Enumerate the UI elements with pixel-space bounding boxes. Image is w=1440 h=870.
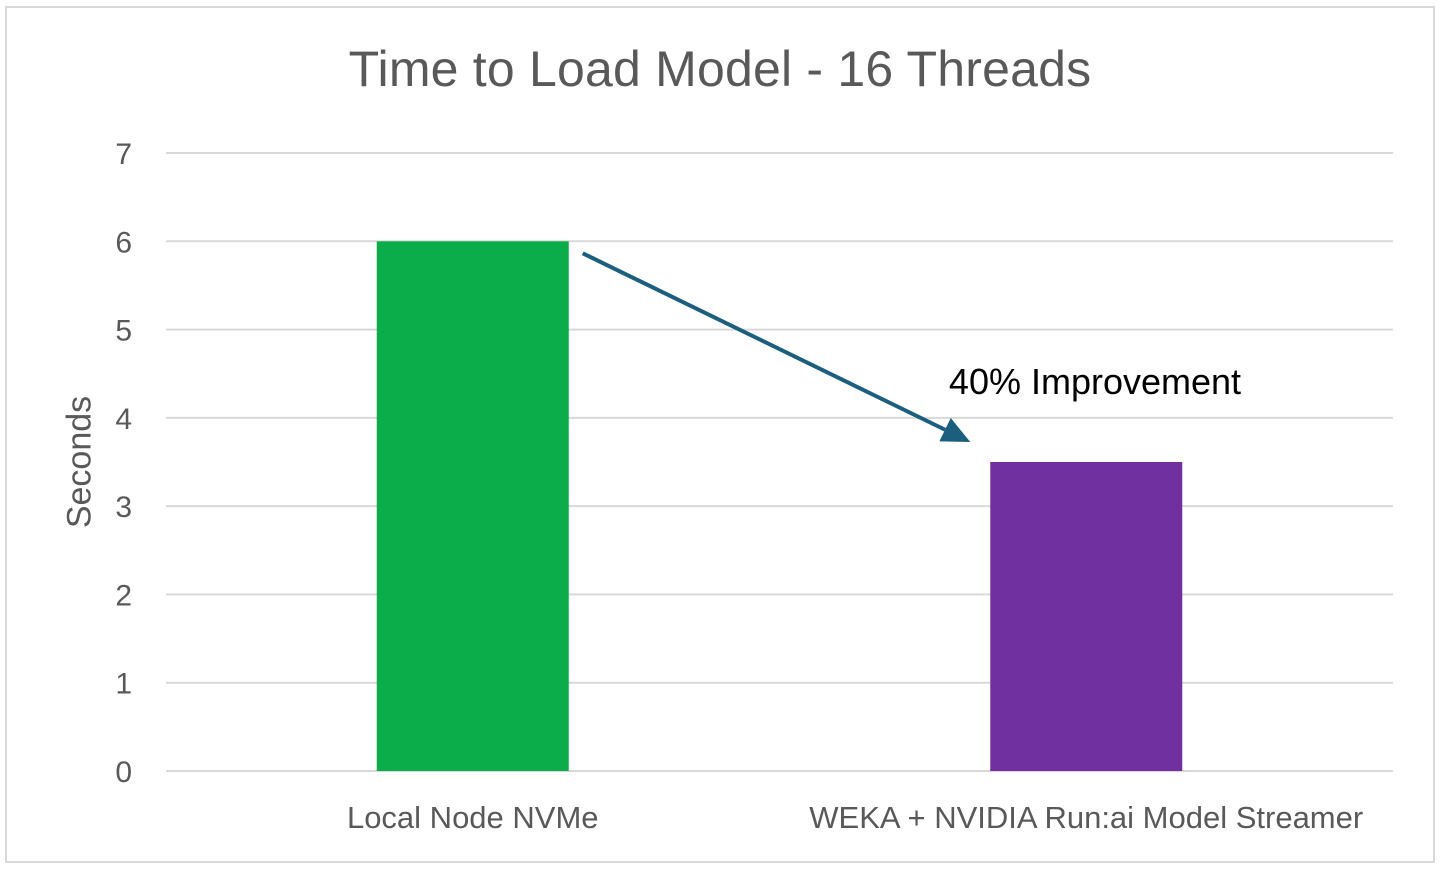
bar (990, 462, 1183, 771)
x-category-label: WEKA + NVIDIA Run:ai Model Streamer (809, 800, 1363, 835)
improvement-annotation: 40% Improvement (949, 361, 1241, 402)
arrow-line (581, 251, 946, 432)
bar (376, 241, 569, 772)
y-tick-label: 7 (115, 138, 132, 171)
y-tick-label: 6 (115, 226, 132, 259)
y-tick-label: 4 (115, 403, 132, 436)
x-category-label: Local Node NVMe (347, 800, 599, 835)
y-tick-label: 5 (115, 315, 132, 348)
y-tick-label: 3 (115, 491, 132, 524)
y-tick-label: 0 (115, 756, 132, 789)
chart-frame (5, 6, 1435, 863)
arrow-head (939, 418, 971, 442)
chart-title: Time to Load Model - 16 Threads (348, 41, 1092, 97)
y-tick-label: 1 (115, 668, 132, 701)
y-tick-label: 2 (115, 579, 132, 612)
